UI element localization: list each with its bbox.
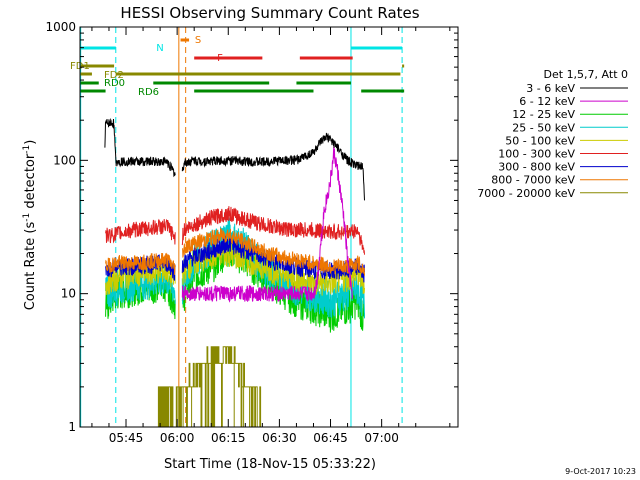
mode-label-rd6: RD6 — [138, 87, 159, 98]
legend-label-3: 25 - 50 keV — [512, 121, 575, 134]
mode-label-fd2: FD2 — [104, 70, 124, 81]
x-tick-label-2: 06:15 — [211, 431, 246, 445]
chart-title: HESSI Observing Summary Count Rates — [120, 4, 419, 22]
series-line-5 — [105, 206, 365, 255]
series-line-1 — [181, 146, 353, 303]
x-tick-label-3: 06:30 — [262, 431, 297, 445]
mode-label-rd0: RD0 — [104, 78, 125, 89]
y-tick-label-0: 1 — [68, 420, 76, 434]
x-tick-label-4: 06:45 — [313, 431, 348, 445]
x-tick-label-5: 07:00 — [364, 431, 399, 445]
x-tick-label-1: 06:00 — [160, 431, 195, 445]
mode-label-s: S — [195, 35, 201, 46]
series-line-0 — [104, 117, 365, 201]
legend-label-0: 3 - 6 keV — [526, 82, 575, 95]
plot-frame — [79, 26, 459, 428]
footer-timestamp: 9-Oct-2017 10:23 — [565, 467, 636, 476]
axes: 05:45 06:00 06:15 06:30 06:45 07:00 1 10 100 1000 — [45, 20, 459, 445]
x-axis-label: Start Time (18-Nov-15 05:33:22) — [164, 457, 376, 472]
y-tick-label-1: 10 — [61, 287, 76, 301]
mode-label-f: F — [217, 53, 223, 64]
y-axis-label: Count Rate (s-1 detector-1) — [22, 140, 38, 311]
mode-label-n: N — [156, 43, 163, 54]
legend-label-7: 800 - 7000 keV — [491, 174, 575, 187]
series-line-7 — [105, 227, 365, 276]
x-tick-label-0: 05:45 — [109, 431, 144, 445]
legend-label-6: 300 - 800 keV — [498, 161, 575, 174]
legend-label-5: 100 - 300 keV — [498, 148, 575, 161]
y-tick-label-3: 1000 — [45, 20, 76, 34]
legend-title: Det 1,5,7, Att 0 — [544, 68, 628, 81]
y-tick-label-2: 100 — [53, 153, 76, 167]
series-line-8 — [156, 346, 264, 428]
legend-label-8: 7000 - 20000 keV — [477, 187, 575, 200]
legend-label-1: 6 - 12 keV — [519, 95, 575, 108]
series-lines — [104, 117, 365, 428]
legend-label-2: 12 - 25 keV — [512, 108, 575, 121]
legend-label-4: 50 - 100 keV — [505, 134, 575, 147]
